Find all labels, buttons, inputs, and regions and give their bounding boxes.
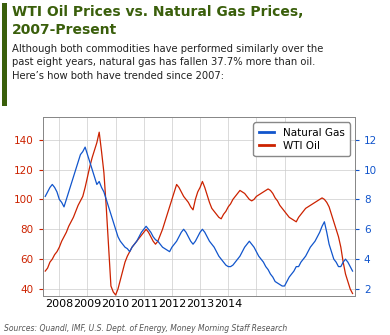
Text: Although both commodities have performed similarly over the
past eight years, na: Although both commodities have performed… [12, 44, 323, 81]
Text: Sources: Quandl, IMF, U.S. Dept. of Energy, Money Morning Staff Research: Sources: Quandl, IMF, U.S. Dept. of Ener… [4, 324, 287, 333]
Text: WTI Oil Prices vs. Natural Gas Prices,: WTI Oil Prices vs. Natural Gas Prices, [12, 5, 303, 19]
Legend: Natural Gas, WTI Oil: Natural Gas, WTI Oil [254, 123, 350, 156]
Text: 2007-Present: 2007-Present [12, 23, 117, 38]
